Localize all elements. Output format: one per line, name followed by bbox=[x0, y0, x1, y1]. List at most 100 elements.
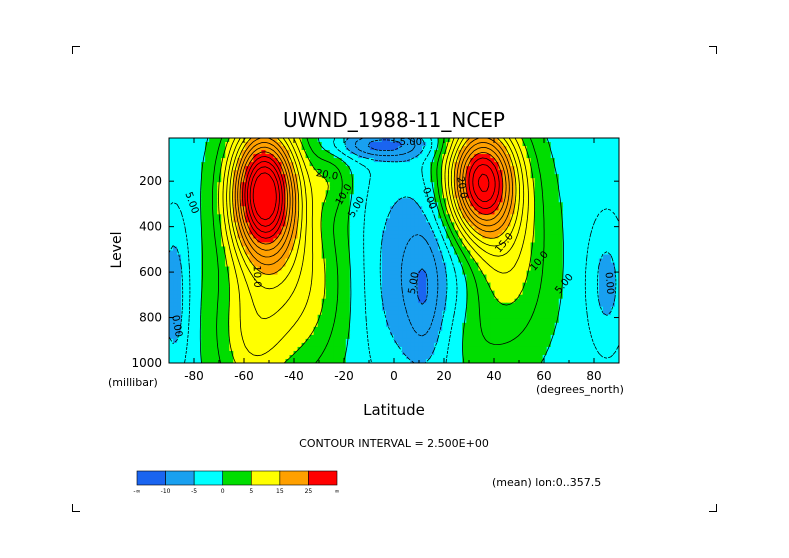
field-cell bbox=[526, 158, 532, 163]
field-cell bbox=[173, 234, 178, 240]
field-cell bbox=[546, 170, 552, 175]
field-cell bbox=[514, 170, 520, 175]
field-cell bbox=[550, 202, 556, 207]
field-cell bbox=[470, 234, 475, 240]
field-cell bbox=[470, 214, 475, 219]
field-cell bbox=[353, 278, 359, 284]
field-cell bbox=[406, 186, 411, 191]
field-cell bbox=[257, 142, 263, 147]
field-cell bbox=[309, 238, 315, 244]
field-cell bbox=[422, 302, 427, 308]
field-cell bbox=[373, 214, 379, 219]
field-cell bbox=[237, 198, 242, 203]
field-cell bbox=[490, 226, 496, 232]
field-cell bbox=[438, 278, 443, 284]
field-cell bbox=[293, 238, 299, 244]
field-cell bbox=[317, 298, 323, 304]
field-cell bbox=[329, 294, 335, 300]
field-cell bbox=[574, 294, 580, 300]
field-cell bbox=[502, 234, 508, 240]
field-cell bbox=[414, 254, 419, 260]
field-cell bbox=[269, 294, 275, 300]
field-cell bbox=[454, 186, 459, 191]
field-cell bbox=[578, 206, 584, 211]
field-cell bbox=[181, 282, 186, 288]
field-cell bbox=[317, 214, 323, 219]
field-cell bbox=[510, 214, 516, 219]
field-cell bbox=[241, 222, 246, 227]
field-cell bbox=[510, 262, 516, 268]
field-cell bbox=[402, 294, 407, 300]
field-cell bbox=[482, 162, 488, 167]
field-cell bbox=[590, 214, 596, 219]
field-cell bbox=[602, 222, 608, 227]
field-cell bbox=[345, 138, 351, 143]
field-cell bbox=[494, 166, 500, 171]
field-cell bbox=[614, 166, 619, 171]
field-cell bbox=[241, 210, 246, 215]
field-cell bbox=[325, 138, 331, 143]
field-cell bbox=[305, 286, 311, 292]
field-cell bbox=[410, 146, 415, 151]
field-cell bbox=[301, 290, 307, 296]
field-cell bbox=[478, 150, 483, 155]
field-cell bbox=[213, 166, 218, 171]
field-cell bbox=[510, 294, 516, 300]
field-cell bbox=[498, 250, 504, 256]
field-cell bbox=[574, 278, 580, 284]
field-cell bbox=[614, 150, 619, 155]
field-cell bbox=[217, 278, 222, 284]
field-cell bbox=[506, 286, 512, 292]
field-cell bbox=[381, 270, 387, 276]
field-cell bbox=[446, 226, 451, 232]
field-cell bbox=[554, 242, 560, 248]
field-cell bbox=[542, 170, 548, 175]
field-cell bbox=[482, 186, 488, 191]
field-cell bbox=[373, 266, 379, 272]
field-cell bbox=[309, 198, 315, 203]
field-cell bbox=[562, 226, 568, 232]
field-cell bbox=[317, 190, 323, 195]
field-cell bbox=[381, 198, 387, 203]
field-cell bbox=[345, 310, 351, 316]
field-cell bbox=[261, 226, 267, 232]
field-cell bbox=[594, 150, 600, 155]
field-cell bbox=[518, 138, 524, 143]
field-cell bbox=[209, 182, 214, 187]
field-cell bbox=[365, 262, 371, 268]
field-cell bbox=[602, 282, 608, 288]
field-cell bbox=[381, 314, 387, 320]
field-cell bbox=[321, 270, 327, 276]
field-cell bbox=[257, 170, 263, 175]
field-cell bbox=[570, 166, 576, 171]
field-cell bbox=[574, 282, 580, 288]
field-cell bbox=[297, 226, 303, 232]
field-cell bbox=[394, 242, 399, 248]
field-cell bbox=[237, 182, 242, 187]
field-cell bbox=[506, 214, 512, 219]
field-cell bbox=[369, 166, 375, 171]
field-cell bbox=[341, 182, 347, 187]
field-cell bbox=[313, 254, 319, 260]
field-cell bbox=[329, 222, 335, 227]
field-cell bbox=[369, 170, 375, 175]
field-cell bbox=[542, 178, 548, 183]
field-cell bbox=[181, 178, 186, 183]
field-cell bbox=[253, 262, 258, 268]
field-cell bbox=[345, 262, 351, 268]
field-cell bbox=[614, 222, 619, 227]
field-cell bbox=[237, 306, 242, 312]
field-cell bbox=[434, 230, 439, 236]
field-cell bbox=[189, 314, 194, 320]
field-cell bbox=[173, 286, 178, 292]
field-cell bbox=[562, 306, 568, 312]
field-cell bbox=[313, 230, 319, 236]
field-cell bbox=[458, 182, 463, 187]
field-cell bbox=[385, 174, 391, 179]
field-cell bbox=[398, 182, 403, 187]
field-cell bbox=[534, 274, 540, 280]
field-cell bbox=[385, 178, 391, 183]
field-cell bbox=[418, 234, 423, 240]
field-cell bbox=[225, 170, 230, 175]
field-cell bbox=[233, 306, 238, 312]
